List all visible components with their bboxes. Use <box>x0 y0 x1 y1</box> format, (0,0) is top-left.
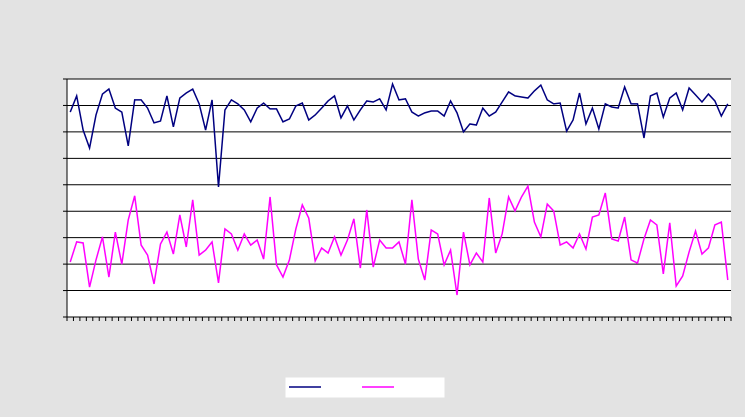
plot-area <box>67 79 731 317</box>
series-line <box>69 81 729 187</box>
series-line <box>69 183 729 296</box>
